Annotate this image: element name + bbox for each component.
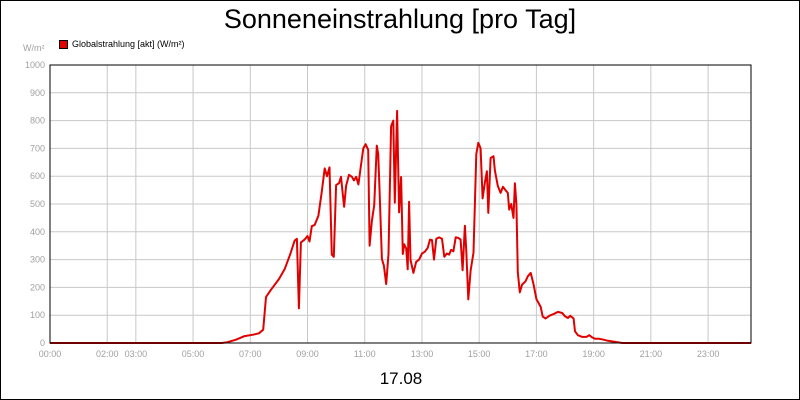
plot-border — [49, 64, 752, 344]
grid — [49, 64, 751, 344]
x-tick-label: 23:00 — [697, 349, 720, 359]
axis-tick-labels: 0 100 200 300 400 500 600 700 800 900 1000 00:00 02:… — [25, 60, 719, 359]
y-tick-label: 500 — [30, 199, 45, 209]
legend-swatch — [59, 39, 68, 49]
y-tick-label: 1000 — [25, 60, 45, 70]
x-tick-label: 13:00 — [411, 349, 434, 359]
chart-title: Sonneneinstrahlung [pro Tag] — [223, 4, 577, 34]
y-tick-label: 600 — [30, 171, 45, 181]
x-axis-date-label: 17.08 — [379, 369, 423, 388]
x-tick-label: 15:00 — [468, 349, 491, 359]
x-tick-label: 11:00 — [354, 349, 376, 359]
y-tick-label: 800 — [30, 116, 45, 126]
y-tick-label: 400 — [30, 227, 45, 237]
x-tick-label: 03:00 — [125, 349, 148, 359]
y-tick-label: 900 — [30, 88, 45, 98]
y-tick-label: 0 — [40, 338, 45, 348]
y-tick-label: 300 — [30, 255, 45, 265]
legend: Globalstrahlung [akt] (W/m²) — [59, 39, 185, 49]
legend-label: Globalstrahlung [akt] (W/m²) — [72, 39, 185, 49]
x-tick-label: 19:00 — [582, 349, 605, 359]
series-layer — [50, 109, 751, 344]
y-axis-unit-label: W/m² — [23, 43, 45, 53]
x-tick-label: 02:00 — [96, 349, 119, 359]
x-tick-label: 21:00 — [640, 349, 663, 359]
y-tick-label: 100 — [30, 310, 45, 320]
x-tick-label: 05:00 — [182, 349, 205, 359]
x-tick-label: 00:00 — [39, 349, 62, 359]
series-line-globalstrahlung — [50, 109, 751, 344]
y-tick-label: 200 — [30, 282, 45, 292]
x-tick-label: 07:00 — [239, 349, 262, 359]
y-tick-label: 700 — [30, 143, 45, 153]
x-tick-label: 09:00 — [296, 349, 319, 359]
x-tick-label: 17:00 — [525, 349, 548, 359]
